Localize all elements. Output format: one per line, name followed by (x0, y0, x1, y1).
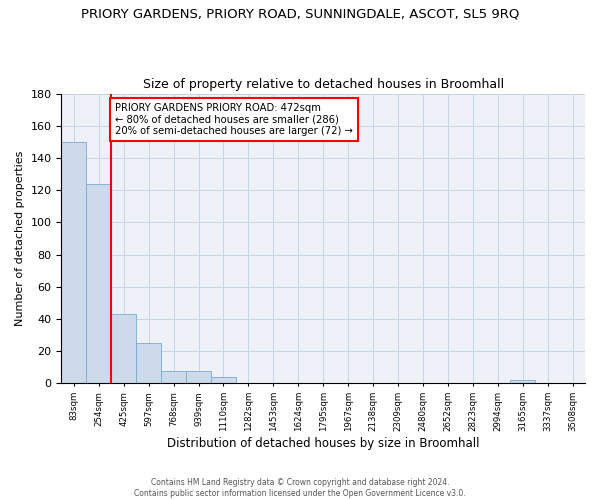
Bar (186, 370, 211, 384)
Text: Contains HM Land Registry data © Crown copyright and database right 2024.
Contai: Contains HM Land Registry data © Crown c… (134, 478, 466, 498)
Bar (161, 370, 186, 384)
X-axis label: Distribution of detached houses by size in Broomhall: Distribution of detached houses by size … (167, 437, 479, 450)
Text: PRIORY GARDENS, PRIORY ROAD, SUNNINGDALE, ASCOT, SL5 9RQ: PRIORY GARDENS, PRIORY ROAD, SUNNINGDALE… (81, 8, 519, 20)
Bar (86, 184, 111, 384)
Bar (111, 314, 136, 384)
Y-axis label: Number of detached properties: Number of detached properties (15, 151, 25, 326)
Bar (136, 343, 161, 384)
Bar (61, 142, 86, 384)
Bar (211, 377, 236, 384)
Title: Size of property relative to detached houses in Broomhall: Size of property relative to detached ho… (143, 78, 504, 91)
Bar (510, 380, 535, 384)
Text: PRIORY GARDENS PRIORY ROAD: 472sqm
← 80% of detached houses are smaller (286)
20: PRIORY GARDENS PRIORY ROAD: 472sqm ← 80%… (115, 103, 353, 136)
